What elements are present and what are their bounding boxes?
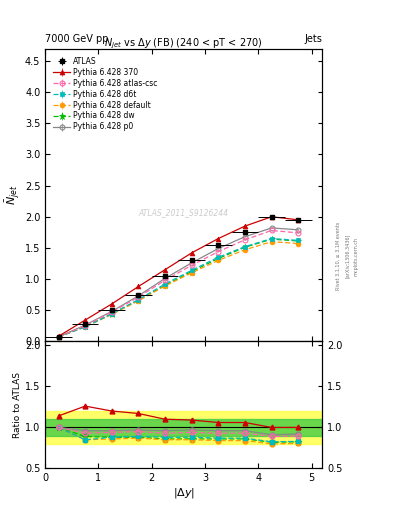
Title: $N_{jet}$ vs $\Delta y$ (FB) (240 < pT < 270): $N_{jet}$ vs $\Delta y$ (FB) (240 < pT <… xyxy=(104,36,263,51)
Text: Jets: Jets xyxy=(305,33,322,44)
Bar xyxy=(45,411,322,444)
Text: mcplots.cern.ch: mcplots.cern.ch xyxy=(354,237,359,275)
Y-axis label: $\bar{N}_{jet}$: $\bar{N}_{jet}$ xyxy=(4,185,22,205)
Text: ATLAS_2011_S9126244: ATLAS_2011_S9126244 xyxy=(139,208,229,217)
Text: 7000 GeV pp: 7000 GeV pp xyxy=(45,33,109,44)
Legend: ATLAS, Pythia 6.428 370, Pythia 6.428 atlas-csc, Pythia 6.428 d6t, Pythia 6.428 : ATLAS, Pythia 6.428 370, Pythia 6.428 at… xyxy=(52,55,159,133)
Bar xyxy=(45,419,322,436)
X-axis label: $|\Delta y|$: $|\Delta y|$ xyxy=(173,486,195,500)
Text: [arXiv:1306.3436]: [arXiv:1306.3436] xyxy=(345,234,350,278)
Y-axis label: Ratio to ATLAS: Ratio to ATLAS xyxy=(13,372,22,438)
Text: Rivet 3.1.10, ≥ 3.1M events: Rivet 3.1.10, ≥ 3.1M events xyxy=(336,222,341,290)
